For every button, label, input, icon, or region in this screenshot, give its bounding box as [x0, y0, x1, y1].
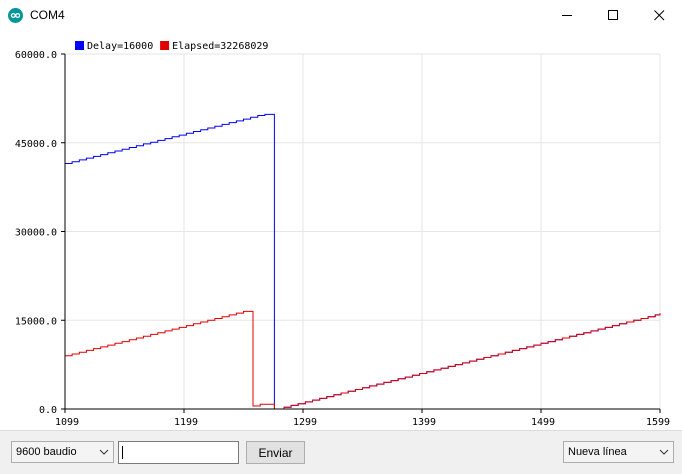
x-tick-label: 1199 [174, 417, 198, 428]
title-bar: COM4 [0, 0, 682, 31]
series-line-1 [65, 310, 661, 410]
x-tick-label: 1599 [646, 417, 670, 428]
bottom-toolbar: 9600 baudio Enviar Nueva línea [0, 430, 682, 474]
maximize-icon [608, 10, 618, 20]
send-input[interactable] [118, 441, 239, 464]
send-button[interactable]: Enviar [246, 441, 305, 464]
maximize-button[interactable] [590, 0, 636, 31]
baud-rate-select[interactable]: 9600 baudio [11, 441, 114, 463]
serial-plotter: 1099 1199 1299 1399 1499 1599 0.0 15000.0 30000.… [0, 31, 682, 430]
y-tick-label: 0.0 [39, 405, 57, 416]
x-tick-label: 1399 [412, 417, 436, 428]
x-tick-label: 1099 [55, 417, 79, 428]
y-tick-label: 45000.0 [15, 139, 57, 150]
baud-rate-value: 9600 baudio [16, 446, 77, 458]
plot-canvas: 1099 1199 1299 1399 1499 1599 0.0 15000.0 30000.… [15, 41, 670, 428]
legend-label-0: Delay=16000 [87, 41, 153, 52]
y-tick-label: 30000.0 [15, 228, 57, 239]
chevron-down-icon [659, 449, 669, 455]
series-lines [65, 113, 661, 410]
close-icon [654, 10, 665, 21]
legend-swatch-1 [160, 41, 170, 50]
axes: 1099 1199 1299 1399 1499 1599 0.0 15000.0 30000.… [15, 50, 670, 428]
legend-label-1: Elapsed=32268029 [172, 41, 268, 52]
series-line-0 [65, 113, 661, 410]
x-tick-label: 1499 [531, 417, 555, 428]
y-tick-label: 15000.0 [15, 316, 57, 327]
legend: Delay=16000 Elapsed=32268029 [75, 41, 268, 52]
minimize-icon [562, 15, 572, 16]
arduino-icon [8, 8, 23, 23]
legend-swatch-0 [75, 41, 84, 50]
line-ending-select[interactable]: Nueva línea [563, 441, 674, 463]
minimize-button[interactable] [544, 0, 590, 31]
line-ending-value: Nueva línea [568, 446, 627, 458]
y-tick-label: 60000.0 [15, 50, 57, 61]
x-tick-label: 1299 [293, 417, 317, 428]
window-title: COM4 [30, 8, 65, 22]
chevron-down-icon [99, 449, 109, 455]
text-caret [122, 446, 123, 459]
close-button[interactable] [636, 0, 682, 31]
grid [65, 53, 661, 409]
